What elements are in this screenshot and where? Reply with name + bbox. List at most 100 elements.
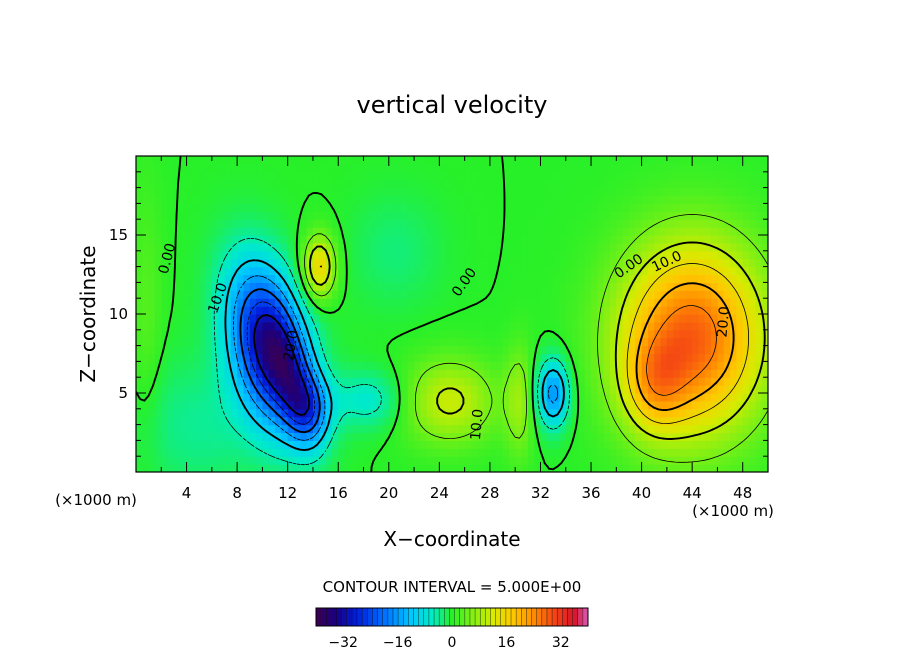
field-cell [502, 353, 510, 362]
field-cell [275, 266, 282, 276]
field-cell [199, 345, 207, 355]
field-cell [521, 250, 529, 260]
field-cell [483, 258, 491, 268]
field-cell [534, 203, 542, 212]
field-cell [211, 203, 219, 212]
field-cell [647, 337, 655, 347]
field-cell [401, 227, 409, 236]
field-cell [319, 250, 327, 260]
field-cell [407, 290, 415, 299]
field-cell [376, 408, 384, 418]
field-cell [534, 179, 542, 189]
field-cell [230, 219, 238, 228]
field-cell [496, 369, 504, 378]
field-cell [584, 385, 592, 394]
field-cell [142, 377, 150, 386]
field-cell [515, 353, 523, 362]
field-cell [376, 242, 384, 252]
field-cell [388, 321, 396, 331]
field-cell [603, 290, 611, 299]
field-cell [224, 211, 232, 220]
field-cell [584, 187, 592, 197]
field-cell [565, 361, 573, 370]
field-cell [534, 195, 542, 204]
field-cell [218, 203, 226, 212]
field-cell [470, 440, 478, 449]
field-cell [407, 227, 415, 236]
field-cell [521, 242, 529, 252]
colorbar-swatch [434, 608, 440, 626]
field-cell [616, 400, 624, 410]
field-cell [401, 250, 409, 260]
field-cell [445, 274, 453, 283]
field-cell [350, 219, 358, 228]
field-cell [344, 179, 352, 189]
field-cell [527, 361, 535, 370]
field-cell [382, 314, 390, 323]
field-cell [426, 290, 434, 299]
field-cell [597, 179, 605, 189]
field-cell [205, 440, 213, 449]
field-cell [275, 171, 282, 181]
field-cell [591, 219, 598, 228]
field-cell [281, 298, 289, 307]
field-cell [591, 448, 598, 457]
field-cell [230, 448, 238, 457]
field-cell [578, 219, 586, 228]
colorbar-swatch [546, 608, 553, 626]
field-cell [496, 393, 504, 402]
field-cell [755, 250, 763, 260]
field-cell [414, 282, 421, 291]
field-cell [249, 306, 257, 315]
field-cell [546, 456, 554, 465]
field-cell [742, 274, 750, 283]
field-cell [603, 298, 611, 307]
field-cell [230, 235, 238, 244]
field-cell [477, 400, 485, 410]
field-cell [439, 448, 447, 457]
field-cell [679, 282, 687, 291]
field-cell [224, 242, 232, 252]
field-cell [161, 424, 169, 434]
field-cell [464, 266, 472, 276]
field-cell [350, 179, 358, 189]
field-cell [483, 179, 491, 189]
field-cell [256, 456, 263, 465]
field-cell [338, 211, 346, 220]
field-cell [496, 385, 504, 394]
field-cell [262, 306, 270, 315]
field-cell [218, 306, 226, 315]
field-cell [300, 345, 308, 355]
field-cell [591, 156, 598, 165]
field-cell [540, 274, 548, 283]
field-cell [540, 440, 548, 449]
field-cell [483, 250, 491, 260]
field-cell [628, 187, 636, 197]
field-cell [407, 377, 415, 386]
field-cell [616, 298, 624, 307]
field-cell [679, 424, 687, 434]
field-cell [230, 353, 238, 362]
field-cell [610, 282, 617, 291]
field-cell [186, 377, 194, 386]
field-cell [338, 203, 346, 212]
field-cell [521, 171, 529, 181]
field-cell [369, 242, 377, 252]
field-cell [679, 203, 687, 212]
field-cell [445, 211, 453, 220]
field-cell [142, 156, 150, 165]
field-cell [717, 345, 725, 355]
field-cell [173, 369, 181, 378]
field-cell [439, 290, 447, 299]
field-cell [742, 179, 750, 189]
field-cell [388, 432, 396, 441]
field-cell [180, 298, 188, 307]
field-cell [243, 424, 251, 434]
field-cell [603, 337, 611, 347]
field-cell [199, 203, 207, 212]
field-cell [357, 345, 365, 355]
field-cell [388, 290, 396, 299]
field-cell [508, 393, 516, 402]
field-cell [704, 440, 712, 449]
field-cell [508, 187, 516, 197]
